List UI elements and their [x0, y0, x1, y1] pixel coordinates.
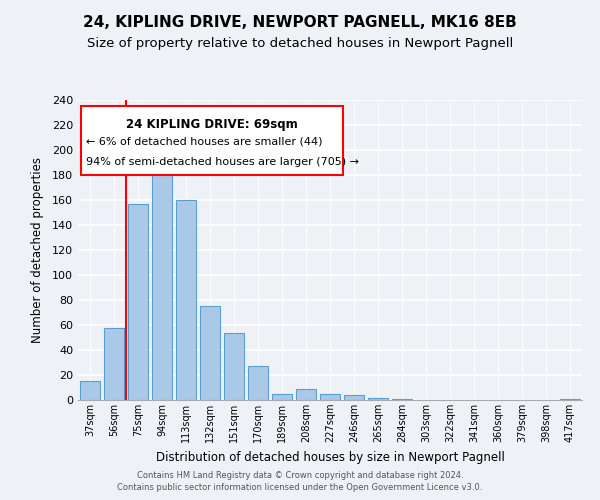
Y-axis label: Number of detached properties: Number of detached properties	[31, 157, 44, 343]
Bar	[200, 306, 220, 400]
Bar	[176, 200, 196, 400]
Text: ← 6% of detached houses are smaller (44): ← 6% of detached houses are smaller (44)	[86, 136, 322, 146]
Bar	[224, 332, 244, 400]
Bar	[296, 389, 316, 400]
Bar	[272, 394, 292, 400]
X-axis label: Distribution of detached houses by size in Newport Pagnell: Distribution of detached houses by size …	[155, 450, 505, 464]
Bar	[392, 399, 412, 400]
Text: 24 KIPLING DRIVE: 69sqm: 24 KIPLING DRIVE: 69sqm	[125, 118, 298, 131]
Bar	[248, 366, 268, 400]
Text: Contains public sector information licensed under the Open Government Licence v3: Contains public sector information licen…	[118, 484, 482, 492]
Bar	[104, 328, 124, 400]
FancyBboxPatch shape	[80, 106, 343, 175]
Text: 24, KIPLING DRIVE, NEWPORT PAGNELL, MK16 8EB: 24, KIPLING DRIVE, NEWPORT PAGNELL, MK16…	[83, 15, 517, 30]
Bar	[128, 204, 148, 400]
Bar	[80, 381, 100, 400]
Text: Contains HM Land Registry data © Crown copyright and database right 2024.: Contains HM Land Registry data © Crown c…	[137, 471, 463, 480]
Text: 94% of semi-detached houses are larger (705) →: 94% of semi-detached houses are larger (…	[86, 157, 359, 167]
Bar	[320, 394, 340, 400]
Bar	[560, 399, 580, 400]
Text: Size of property relative to detached houses in Newport Pagnell: Size of property relative to detached ho…	[87, 38, 513, 51]
Bar	[368, 398, 388, 400]
Bar	[344, 395, 364, 400]
Bar	[152, 169, 172, 400]
